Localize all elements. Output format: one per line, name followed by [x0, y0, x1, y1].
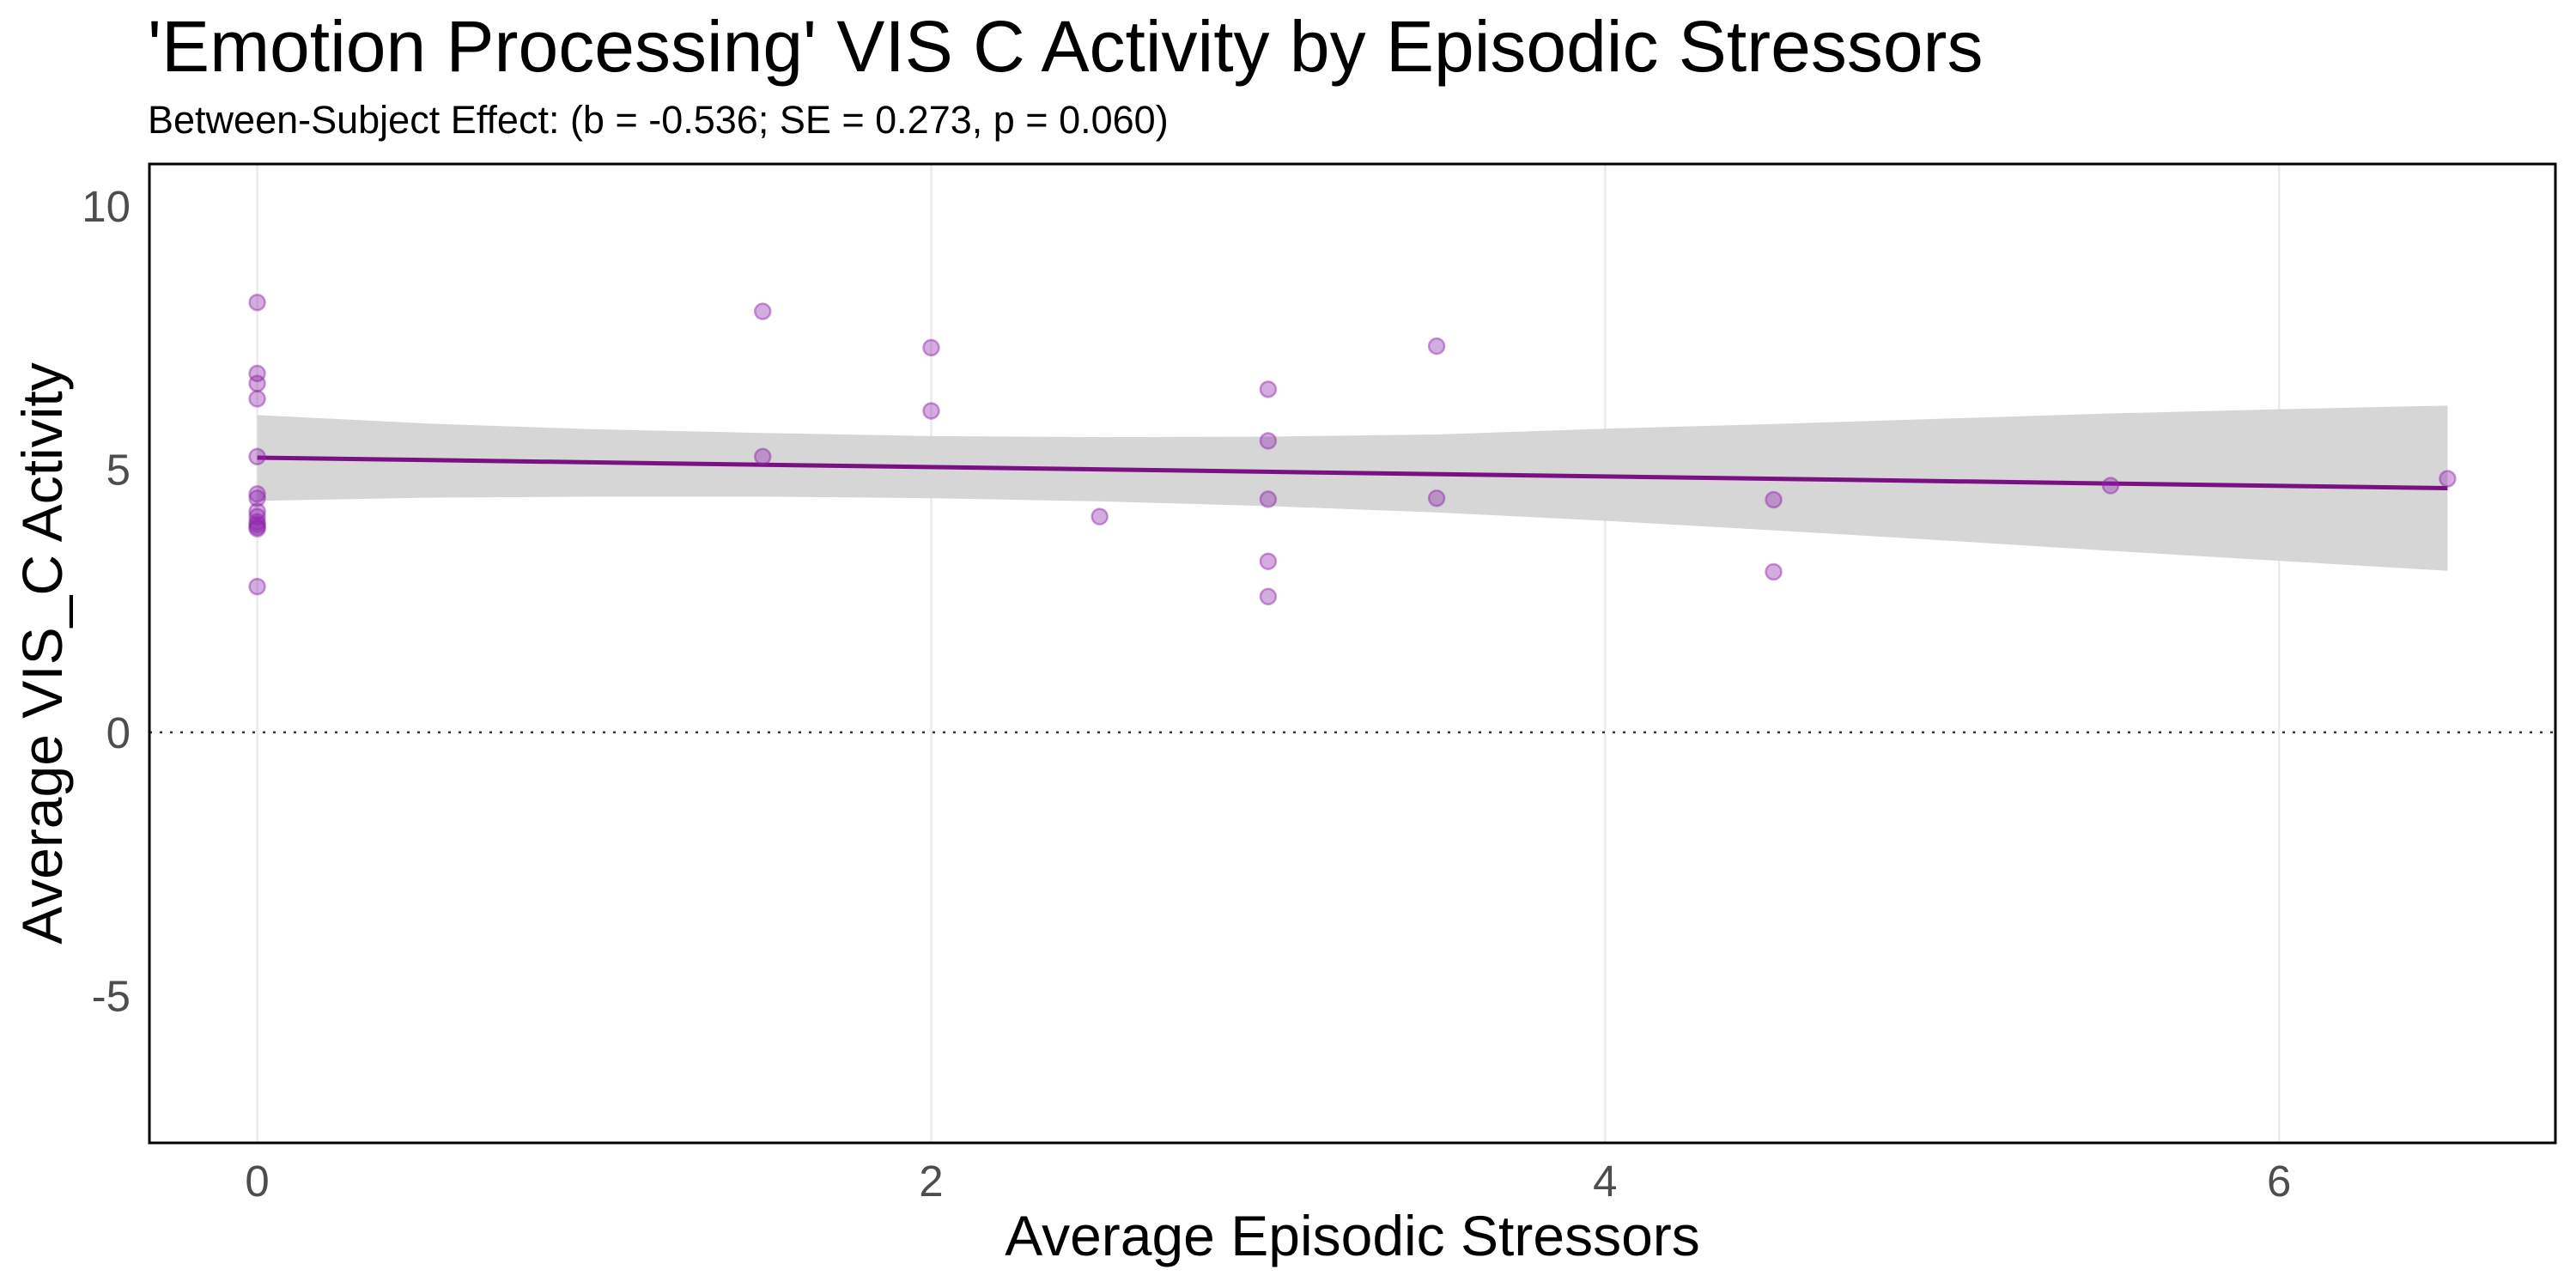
data-point: [1259, 432, 1278, 450]
y-axis-title: Average VIS_C Activity: [10, 362, 74, 944]
y-tick-label: 10: [82, 182, 131, 231]
y-tick-label: 5: [106, 445, 131, 494]
chart-title: 'Emotion Processing' VIS C Activity by E…: [148, 6, 1984, 87]
data-point: [1427, 489, 1446, 507]
data-point: [1259, 490, 1278, 508]
confidence-band: [257, 405, 2448, 571]
x-axis-title: Average Episodic Stressors: [1005, 1204, 1700, 1267]
y-tick-label: 0: [106, 708, 131, 757]
data-point: [248, 485, 266, 503]
plot-panel-border: [148, 162, 2557, 1145]
chart-subtitle: Between-Subject Effect: (b = -0.536; SE …: [148, 98, 1169, 142]
data-point: [248, 515, 266, 534]
data-point: [922, 402, 940, 420]
data-point: [248, 507, 266, 526]
data-point: [1259, 380, 1278, 398]
data-point: [248, 577, 266, 596]
data-point: [1427, 337, 1446, 355]
data-point: [248, 518, 266, 537]
data-point: [1765, 490, 1783, 509]
x-tick-label: 6: [2267, 1157, 2291, 1206]
grid-lines: [256, 164, 2281, 1143]
data-point: [248, 447, 266, 466]
data-point: [753, 302, 772, 320]
data-point: [1091, 507, 1109, 526]
data-points: [248, 293, 2457, 606]
data-point: [248, 519, 266, 538]
x-tick-label: 0: [245, 1157, 269, 1206]
data-point: [248, 390, 266, 408]
data-point: [1259, 587, 1278, 606]
data-point: [922, 338, 940, 357]
y-axis-ticks: -5 0 5 10: [82, 182, 131, 1020]
x-axis-ticks: 0 2 4 6: [245, 1157, 2291, 1206]
data-point: [248, 502, 266, 520]
confidence-band-layer: [257, 405, 2448, 571]
data-point: [248, 489, 266, 507]
data-point: [1259, 552, 1278, 570]
x-tick-label: 2: [919, 1157, 943, 1206]
data-point: [2439, 470, 2457, 488]
data-point: [753, 447, 772, 466]
data-point: [248, 374, 266, 392]
data-point: [248, 513, 266, 532]
y-tick-label: -5: [92, 971, 131, 1020]
x-tick-label: 4: [1593, 1157, 1617, 1206]
data-point: [248, 364, 266, 383]
data-point: [1765, 562, 1783, 581]
data-point: [2101, 477, 2120, 495]
regression-line: [257, 455, 2448, 491]
fit-line-layer: [257, 455, 2448, 491]
data-point: [248, 293, 266, 312]
